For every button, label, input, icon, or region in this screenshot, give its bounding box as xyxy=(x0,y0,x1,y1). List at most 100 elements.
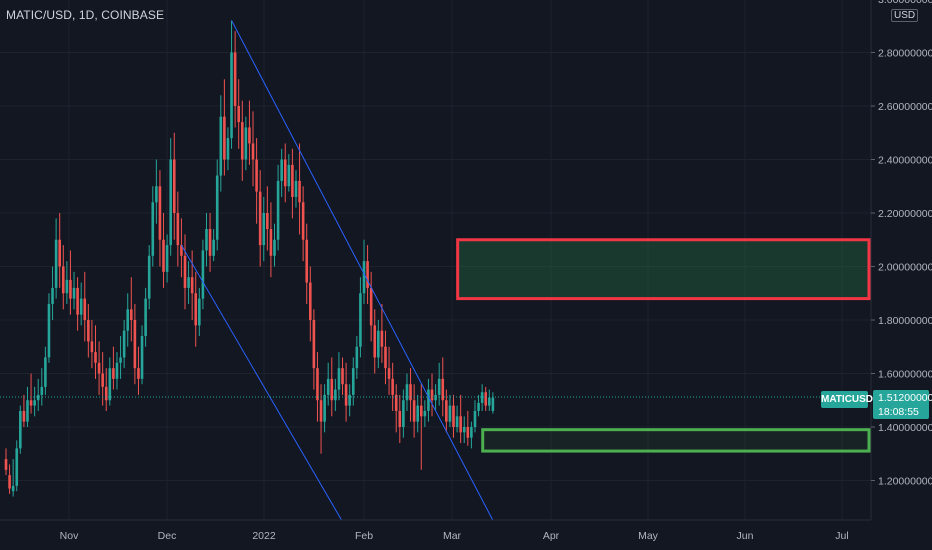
y-tick-label: 2.20000000 xyxy=(878,208,932,220)
time-axis[interactable]: Nov Dec 2022 Feb Mar Apr May Jun Jul xyxy=(60,530,849,542)
trendlines[interactable] xyxy=(180,20,494,521)
candle-body xyxy=(251,143,255,160)
candle-body xyxy=(26,400,29,422)
candle-body xyxy=(194,293,198,326)
x-tick-label: May xyxy=(638,530,659,542)
candle-body xyxy=(434,394,437,401)
resistance-zone[interactable] xyxy=(456,238,871,301)
candle-body xyxy=(108,368,112,401)
candle-body xyxy=(459,416,462,433)
candle-body xyxy=(176,213,180,246)
candle-body xyxy=(54,239,58,288)
candle-body xyxy=(466,427,470,438)
candle-body xyxy=(233,52,237,106)
candle-body xyxy=(355,346,359,369)
candle-body xyxy=(369,287,373,326)
x-tick-label: Jul xyxy=(835,530,848,542)
candle-body xyxy=(491,397,495,411)
candle-body xyxy=(276,180,280,240)
candle-body xyxy=(79,298,83,315)
candle-body xyxy=(230,52,233,139)
candle-body xyxy=(412,400,416,422)
candle-body xyxy=(4,459,8,470)
candle-body xyxy=(470,427,473,438)
candle-body xyxy=(205,229,208,251)
candle-body xyxy=(430,389,434,401)
candle-body xyxy=(183,255,187,288)
candle-body xyxy=(419,405,423,417)
candle-body xyxy=(144,298,147,337)
symbol-title[interactable]: MATIC/USD, 1D, COINBASE xyxy=(6,8,165,22)
candle-body xyxy=(190,277,194,294)
candle-body xyxy=(8,475,11,489)
candle-body xyxy=(484,392,488,406)
candle-body xyxy=(273,239,276,256)
candle-body xyxy=(348,394,351,406)
candle-body xyxy=(147,255,151,299)
support-zone[interactable] xyxy=(481,428,871,453)
candle-body xyxy=(452,405,455,427)
bar-countdown: 18:08:55 xyxy=(878,406,919,418)
candle-body xyxy=(384,346,387,369)
candle-body xyxy=(312,320,316,369)
candle-body xyxy=(65,279,69,294)
candle-body xyxy=(330,378,334,401)
candle-body xyxy=(362,261,366,294)
candle-body xyxy=(462,427,466,433)
candle-body xyxy=(341,368,344,385)
currency-badge[interactable]: USD xyxy=(891,9,919,22)
candle-body xyxy=(87,320,90,342)
candle-body xyxy=(298,180,301,203)
candle-body xyxy=(61,266,65,294)
candle-body xyxy=(33,400,36,406)
candle-body xyxy=(76,287,79,315)
candle-body xyxy=(488,397,491,406)
candle-body xyxy=(104,386,108,401)
candle-body xyxy=(133,320,137,369)
candle-body xyxy=(294,180,298,197)
candle-body xyxy=(36,394,40,401)
candle-body xyxy=(172,159,176,213)
ticker-price-label: MATICUSD xyxy=(821,391,873,408)
candle-body xyxy=(409,384,412,401)
candle-body xyxy=(359,293,362,347)
candle-body xyxy=(165,245,169,272)
candle-body xyxy=(283,159,287,187)
price-axis[interactable]: 1.20000000 1.40000000 1.60000000 1.80000000… xyxy=(871,0,932,488)
candle-body xyxy=(44,357,47,387)
candle-body xyxy=(448,405,452,422)
trendline[interactable] xyxy=(180,244,342,521)
candle-body xyxy=(51,287,54,304)
candle-body xyxy=(155,186,158,203)
candle-body xyxy=(337,368,341,390)
candle-body xyxy=(405,384,409,401)
candle-body xyxy=(169,159,172,246)
candle-body xyxy=(262,213,266,246)
candle-body xyxy=(101,373,104,387)
candle-body xyxy=(215,175,219,240)
y-tick-label: 2.80000000 xyxy=(878,48,932,60)
candle-body xyxy=(244,127,248,160)
y-tick-label: 2.00000000 xyxy=(878,262,932,274)
x-tick-label: Apr xyxy=(543,530,560,542)
x-tick-label: Dec xyxy=(158,530,177,542)
y-tick-label: 2.60000000 xyxy=(878,101,932,113)
trendline[interactable] xyxy=(231,20,494,521)
candle-body xyxy=(377,330,380,358)
candle-body xyxy=(15,448,19,486)
candle-body xyxy=(212,239,215,256)
candle-body xyxy=(441,378,445,401)
candle-body xyxy=(47,303,51,358)
last-price-tag: 1.51200000 18:08:55 xyxy=(873,390,932,419)
candle-body xyxy=(97,362,101,374)
candle-body xyxy=(11,485,15,492)
candle-body xyxy=(40,386,44,395)
candle-body xyxy=(22,410,26,422)
candle-body xyxy=(19,410,22,449)
candle-body xyxy=(351,368,355,395)
candle-body xyxy=(69,279,72,299)
candle-body xyxy=(248,127,251,144)
candle-body xyxy=(473,410,477,427)
y-tick-label: 1.40000000 xyxy=(878,422,932,434)
